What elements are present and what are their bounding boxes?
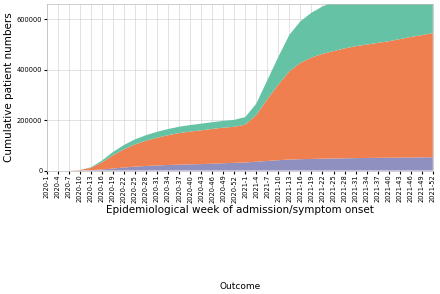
Legend: Death, Discharge, LTFU: Death, Discharge, LTFU [156, 278, 323, 294]
Y-axis label: Cumulative patient numbers: Cumulative patient numbers [4, 12, 14, 162]
X-axis label: Epidemiological week of admission/symptom onset: Epidemiological week of admission/sympto… [106, 205, 374, 215]
